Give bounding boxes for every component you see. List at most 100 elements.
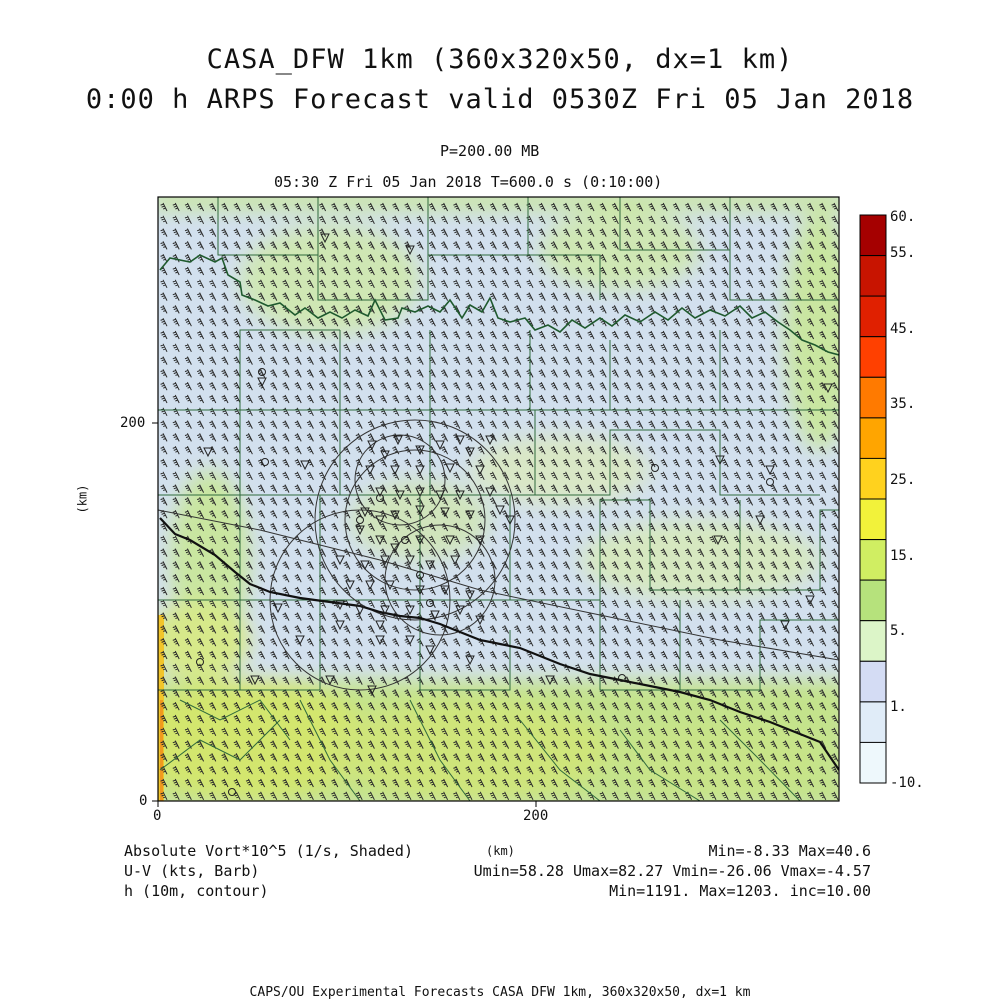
station-triangle-marker xyxy=(273,603,283,614)
station-triangle-marker xyxy=(485,435,495,446)
station-triangle-marker xyxy=(475,465,485,476)
wind-barb-glyphs xyxy=(160,202,839,801)
station-triangle-marker xyxy=(455,490,465,501)
station-triangle-marker xyxy=(415,585,425,596)
colorbar-label: 45. xyxy=(890,321,916,337)
station-triangle-marker xyxy=(355,605,365,616)
valid-time-info: 05:30 Z Fri 05 Jan 2018 T=600.0 s (0:10:… xyxy=(274,173,663,191)
station-triangle-marker xyxy=(390,543,400,554)
station-triangle-marker xyxy=(440,585,450,596)
station-triangle-marker xyxy=(415,465,425,476)
station-triangle-marker xyxy=(375,620,385,631)
station-triangle-marker xyxy=(375,535,385,546)
station-triangle-marker xyxy=(415,445,425,456)
station-triangle-marker xyxy=(365,465,375,476)
station-triangle-marker xyxy=(713,535,723,546)
station-circle-marker xyxy=(356,516,364,524)
station-triangle-marker xyxy=(385,580,395,591)
station-triangle-marker xyxy=(390,465,400,476)
title-line-1: CASA_DFW 1km (360x320x50, dx=1 km) xyxy=(206,44,794,75)
station-triangle-marker xyxy=(203,447,213,458)
station-triangle-marker xyxy=(455,605,465,616)
station-triangle-marker xyxy=(415,487,425,498)
station-triangle-marker xyxy=(335,600,345,611)
station-triangle-marker xyxy=(455,435,465,446)
station-triangle-marker xyxy=(415,505,425,516)
station-triangle-marker xyxy=(465,510,475,521)
station-triangle-marker xyxy=(300,460,310,471)
station-triangle-marker xyxy=(365,580,375,591)
station-triangle-marker xyxy=(485,487,495,498)
colorbar-segment xyxy=(859,214,887,257)
station-circle-marker xyxy=(196,658,204,666)
colorbar xyxy=(859,214,887,784)
station-triangle-marker xyxy=(393,435,403,446)
colorbar-label: 25. xyxy=(890,472,916,488)
station-triangle-marker xyxy=(395,490,405,501)
colorbar-segment xyxy=(859,620,887,662)
station-triangle-marker xyxy=(335,620,345,631)
legend-contour-field: h (10m, contour) xyxy=(124,882,269,900)
station-triangle-marker xyxy=(375,487,385,498)
colorbar-segment xyxy=(859,295,887,338)
station-triangle-marker xyxy=(335,555,345,566)
colorbar-label: 60. xyxy=(890,209,916,225)
colorbar-label: 55. xyxy=(890,245,916,261)
station-triangle-marker xyxy=(465,655,475,666)
station-triangle-marker xyxy=(440,507,450,518)
station-circle-marker xyxy=(426,599,434,607)
colorbar-segment xyxy=(859,498,887,541)
station-triangle-marker xyxy=(367,440,377,451)
wind-barbs xyxy=(160,202,839,801)
station-circle-marker xyxy=(261,458,269,466)
station-circle-marker xyxy=(258,368,266,376)
colorbar-label: 5. xyxy=(890,623,907,639)
station-triangle-marker xyxy=(405,245,415,256)
legend-barb-field: U-V (kts, Barb) xyxy=(124,862,260,880)
station-triangle-marker xyxy=(325,675,335,686)
station-triangle-marker xyxy=(345,580,355,591)
station-triangle-marker xyxy=(430,610,440,621)
station-triangle-marker xyxy=(375,515,385,526)
station-triangle-marker xyxy=(545,675,555,686)
station-triangle-marker xyxy=(415,535,425,546)
colorbar-label: -10. xyxy=(890,775,924,791)
colorbar-segment xyxy=(859,660,887,703)
station-triangle-marker xyxy=(505,515,515,526)
station-circle-marker xyxy=(651,464,659,472)
y-tick-0: 0 xyxy=(139,793,148,809)
station-circle-marker xyxy=(228,788,236,796)
station-markers xyxy=(196,233,833,796)
station-triangle-marker xyxy=(355,525,365,536)
station-triangle-marker xyxy=(445,463,455,474)
station-circle-marker xyxy=(401,536,409,544)
x-tick-200: 200 xyxy=(523,808,549,824)
station-triangle-marker xyxy=(715,455,725,466)
station-circle-marker xyxy=(416,571,424,579)
colorbar-segment xyxy=(859,579,887,622)
station-triangle-marker xyxy=(465,590,475,601)
station-triangle-marker xyxy=(475,615,485,626)
interstate-highway xyxy=(159,517,839,771)
legend-shaded-range: Min=-8.33 Max=40.6 xyxy=(708,842,871,860)
station-triangle-marker xyxy=(425,645,435,656)
colorbar-segment xyxy=(859,539,887,581)
station-triangle-marker xyxy=(405,635,415,646)
station-triangle-marker xyxy=(405,605,415,616)
footer-credit: CAPS/OU Experimental Forecasts CASA DFW … xyxy=(249,985,751,1000)
title-line-2: 0:00 h ARPS Forecast valid 0530Z Fri 05 … xyxy=(85,84,915,115)
colorbar-label: 35. xyxy=(890,396,916,412)
y-axis-label: (km) xyxy=(75,484,90,514)
colorbar-segment xyxy=(859,701,887,744)
station-triangle-marker xyxy=(367,685,377,696)
station-triangle-marker xyxy=(823,383,833,394)
station-triangle-marker xyxy=(405,555,415,566)
station-triangle-marker xyxy=(450,555,460,566)
colorbar-label: 15. xyxy=(890,548,916,564)
station-triangle-marker xyxy=(495,505,505,516)
station-circle-marker xyxy=(618,674,626,682)
station-triangle-marker xyxy=(375,635,385,646)
station-triangle-marker xyxy=(380,555,390,566)
legend-barb-range: Umin=58.28 Umax=82.27 Vmin=-26.06 Vmax=-… xyxy=(473,862,871,880)
